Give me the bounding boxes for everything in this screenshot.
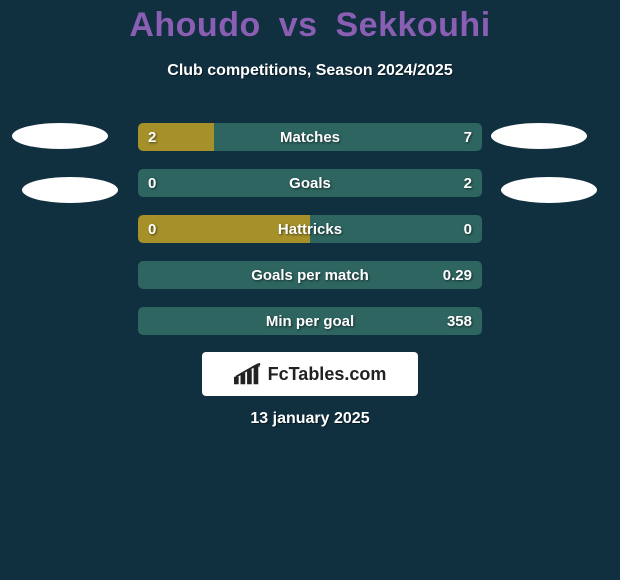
stat-label: Min per goal — [138, 307, 482, 335]
logo-box: FcTables.com — [202, 352, 418, 396]
stat-label: Hattricks — [138, 215, 482, 243]
stat-label: Goals per match — [138, 261, 482, 289]
stat-bar: 358Min per goal — [137, 306, 483, 336]
title-player1: Ahoudo — [129, 6, 260, 44]
logo-text: FcTables.com — [268, 364, 387, 385]
date-text: 13 january 2025 — [0, 410, 620, 428]
title-player2: Sekkouhi — [335, 6, 490, 44]
team2-shape-b — [501, 177, 597, 203]
stat-label: Matches — [138, 123, 482, 151]
team2-shape-a — [491, 123, 587, 149]
team1-shape-a — [12, 123, 108, 149]
infographic-stage: Ahoudo vs Sekkouhi Club competitions, Se… — [0, 0, 620, 580]
title-vs: vs — [279, 6, 318, 44]
stat-bar: 00Hattricks — [137, 214, 483, 244]
stat-bar: 02Goals — [137, 168, 483, 198]
title: Ahoudo vs Sekkouhi — [0, 6, 620, 45]
subtitle: Club competitions, Season 2024/2025 — [0, 62, 620, 80]
stat-bar: 27Matches — [137, 122, 483, 152]
team1-shape-b — [22, 177, 118, 203]
stat-label: Goals — [138, 169, 482, 197]
bars-icon — [234, 363, 262, 385]
stats-bars: 27Matches 02Goals 00Hattricks 0.29Goals per… — [137, 122, 483, 352]
stat-bar: 0.29Goals per match — [137, 260, 483, 290]
